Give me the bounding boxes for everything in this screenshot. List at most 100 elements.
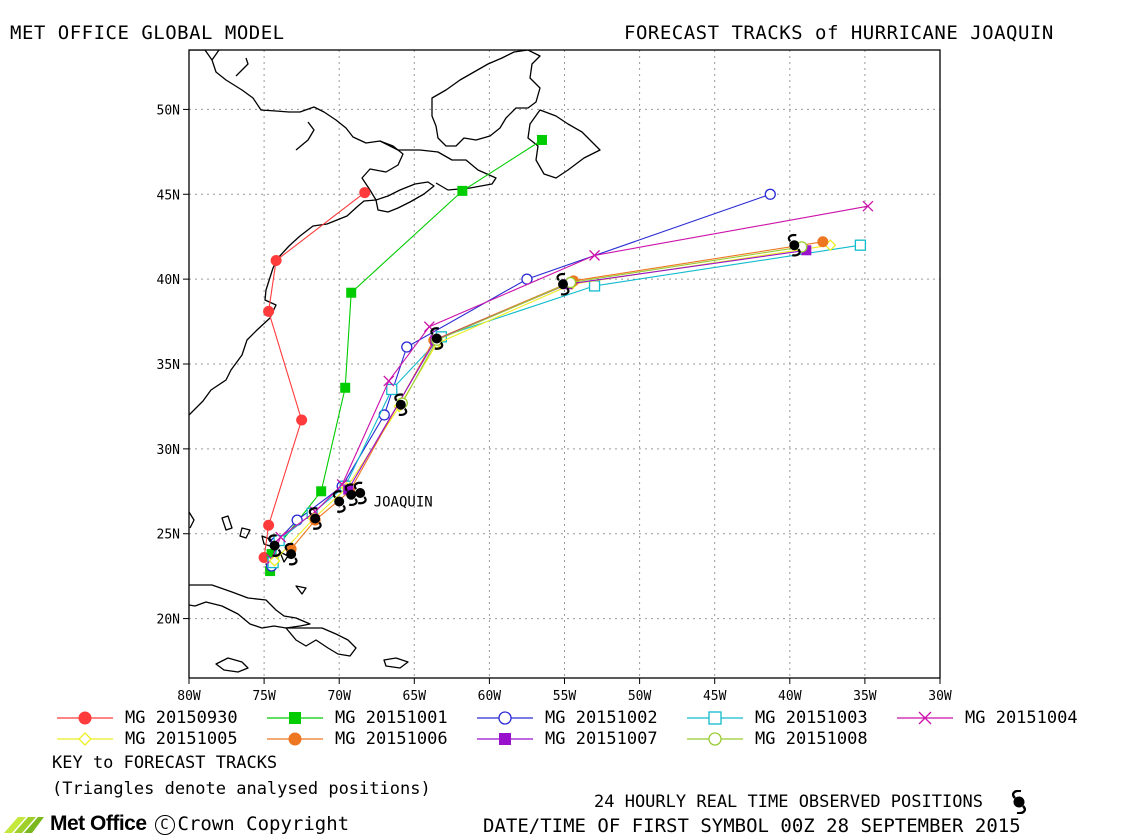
track-line (271, 205, 868, 560)
key-title: KEY to FORECAST TRACKS (52, 753, 278, 773)
lat-tick-label: 40N (157, 273, 180, 288)
forecast-track (343, 245, 812, 495)
legend-marker (687, 711, 743, 725)
legend-marker (57, 732, 113, 746)
legend-item: MG 20150930 (55, 708, 238, 728)
met-office-brand: Met Office C Crown Copyright (2, 812, 349, 836)
track-marker (383, 375, 395, 387)
track-marker (918, 711, 932, 725)
track-marker (288, 732, 302, 746)
observed-position-marker (344, 483, 358, 506)
bahamas-4 (279, 551, 289, 563)
copyright-icon: C (154, 814, 175, 835)
legend-marker (477, 733, 533, 745)
legend-item: MG 20151005 (55, 729, 238, 749)
lat-tick-label: 45N (157, 188, 180, 203)
track-marker (588, 280, 601, 292)
maine-coast (235, 57, 249, 77)
lon-tick-label: 35W (853, 689, 877, 700)
legend-marker (477, 711, 533, 725)
lat-tick-label: 35N (157, 358, 180, 373)
observed-position-marker (394, 393, 408, 416)
track-marker (263, 305, 275, 317)
legend-label: MG 20150930 (125, 708, 238, 728)
track-marker (266, 549, 277, 560)
nova-scotia (375, 181, 435, 213)
coastlines (189, 50, 601, 673)
track-line (263, 192, 366, 558)
lon-tick-label: 40W (778, 689, 802, 700)
track-marker (275, 531, 287, 543)
track-line (401, 246, 802, 404)
northern-coast (189, 50, 213, 61)
track-marker (316, 486, 327, 497)
lat-tick-label: 30N (157, 443, 180, 458)
legend-item: MG 20151008 (685, 729, 868, 749)
track-marker (708, 732, 722, 746)
legend-label: MG 20151006 (335, 729, 448, 749)
observed-positions (268, 233, 801, 566)
track-marker (499, 733, 511, 745)
legend-item: MG 20151001 (265, 708, 448, 728)
forecast-track-map: 80W 75W 70W 65W 60W 55W 50W 45W 40W 35W 30W 20N 25N 3… (157, 49, 952, 700)
track-marker (536, 134, 547, 145)
model-title: MET OFFICE GLOBAL MODEL (10, 22, 285, 44)
track-marker (862, 200, 874, 212)
track-marker (268, 554, 281, 567)
observed-position-marker (556, 272, 570, 296)
track-marker (78, 711, 92, 725)
legend-item: MG 20151002 (475, 708, 658, 728)
lon-tick-label: 60W (478, 689, 502, 700)
newfoundland-east (527, 109, 601, 179)
bahamas-6 (295, 585, 307, 595)
hurricane-symbol-icon (1012, 789, 1027, 815)
track-marker (764, 188, 776, 200)
legend-item: MG 20151003 (685, 708, 868, 728)
track-marker (708, 711, 722, 725)
met-office-logo-icon (4, 817, 44, 833)
forecast-track (265, 134, 547, 577)
copyright-text: Crown Copyright (177, 813, 350, 835)
lon-tick-label: 30W (928, 689, 952, 700)
lon-tick-label: 80W (177, 689, 201, 700)
first-symbol-datetime: DATE/TIME OF FIRST SYMBOL 00Z 28 SEPTEMB… (483, 815, 1021, 837)
bahamas-1 (221, 515, 233, 531)
map-grid (189, 50, 940, 678)
track-marker (401, 341, 413, 353)
legend-item: MG 20151004 (895, 708, 1078, 728)
forecast-track (285, 236, 829, 555)
track-marker (296, 414, 308, 426)
track-marker (854, 239, 867, 251)
observed-positions-note: 24 HOURLY REAL TIME OBSERVED POSITIONS (594, 789, 1031, 815)
key-note: (Triangles denote analysed positions) (52, 779, 431, 799)
lon-tick-label: 75W (252, 689, 276, 700)
jamaica (215, 657, 249, 673)
newfoundland (431, 50, 541, 147)
track-marker (340, 382, 351, 393)
legend-label: MG 20151002 (545, 708, 658, 728)
observed-position-marker (284, 542, 298, 566)
forecast-track (396, 241, 808, 409)
north-america-coast (189, 50, 404, 416)
legend-marker (57, 711, 113, 725)
track-marker (346, 287, 357, 298)
axis-ticks: 80W 75W 70W 65W 60W 55W 50W 45W 40W 35W 30W 20N 25N 3… (157, 103, 952, 700)
copyright: C Crown Copyright (154, 813, 350, 835)
legend-label: MG 20151005 (125, 729, 238, 749)
legend-label: MG 20151004 (965, 708, 1078, 728)
forecast-track (258, 187, 371, 563)
legend-notes: KEY to FORECAST TRACKS (Triangles denote… (52, 750, 431, 802)
legend: MG 20150930 MG 20151001 MG 20151002 MG 2… (55, 708, 1125, 752)
legend-item: MG 20151006 (265, 729, 448, 749)
hudson-area (295, 121, 315, 151)
legend-label: MG 20151007 (545, 729, 658, 749)
legend-label: MG 20151003 (755, 708, 868, 728)
lon-tick-label: 65W (403, 689, 427, 700)
observed-position-marker (308, 507, 322, 530)
lon-tick-label: 45W (703, 689, 727, 700)
track-line (271, 193, 771, 567)
forecast-tracks (258, 134, 874, 577)
track-marker (498, 711, 512, 725)
lon-tick-label: 70W (327, 689, 351, 700)
lat-tick-label: 20N (157, 613, 180, 628)
